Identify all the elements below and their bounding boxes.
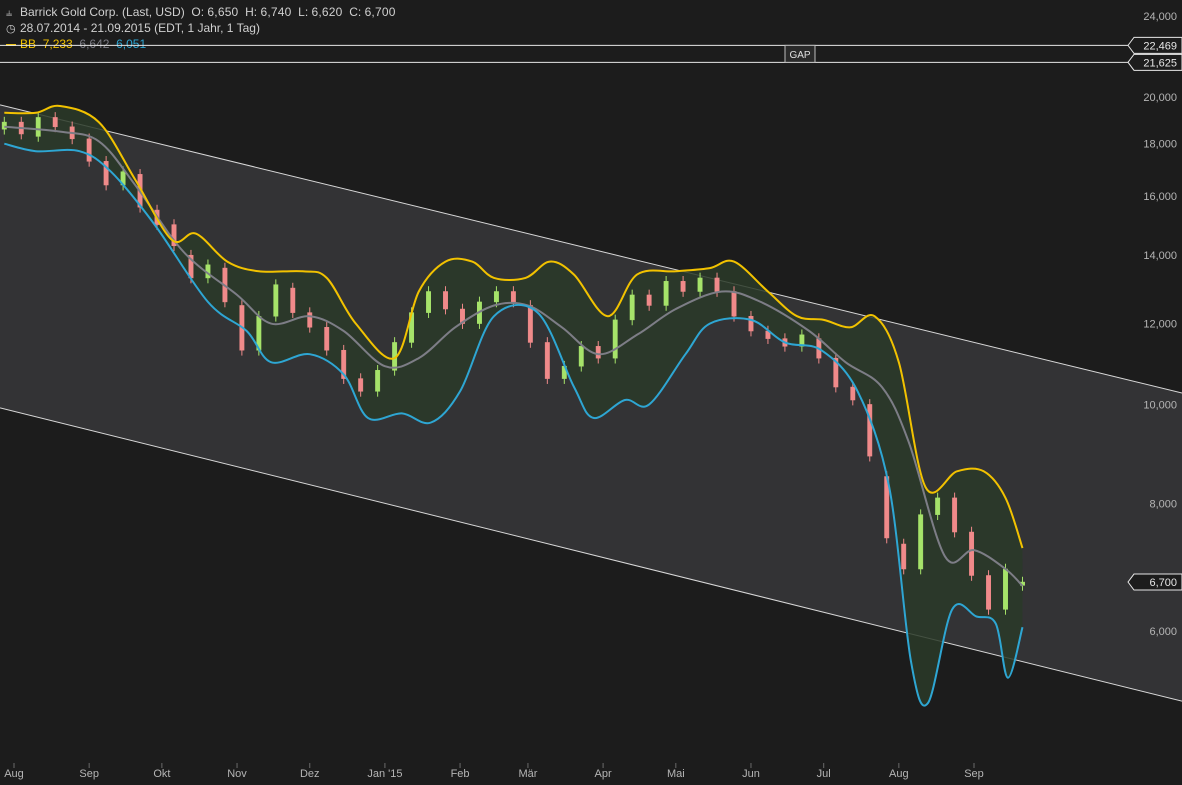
y-tick-label-6: 18,000 [1143,139,1177,151]
candle-43 [732,291,736,316]
y-tick-label-5: 16,000 [1143,191,1177,203]
x-tick-label-10: Jun [742,768,760,780]
candle-50 [851,387,855,400]
candle-19 [325,327,329,350]
resistance-label-2: 21,625 [1128,54,1182,70]
candle-40 [681,281,685,291]
candle-30 [511,291,515,301]
candle-31 [528,305,532,342]
candle-5 [87,139,91,161]
candle-22 [375,370,379,391]
candle-2 [36,117,40,136]
candle-55 [935,498,939,515]
candle-38 [647,295,651,306]
candle-26 [443,291,447,309]
y-tick-label-0: 6,000 [1149,626,1177,638]
svg-text:22,469: 22,469 [1143,40,1177,52]
x-tick-label-3: Nov [227,768,247,780]
y-tick-label-3: 12,000 [1143,319,1177,331]
candle-16 [274,285,278,317]
x-tick-label-8: Apr [595,768,612,780]
candle-54 [918,515,922,569]
candle-3 [53,117,57,126]
x-tick-label-12: Aug [889,768,909,780]
svg-text:21,625: 21,625 [1143,57,1177,69]
x-tick-label-9: Mai [667,768,685,780]
x-tick-label-4: Dez [300,768,320,780]
gap-label: GAP [789,50,810,61]
candle-58 [986,575,990,609]
x-tick-label-6: Feb [451,768,470,780]
candle-53 [901,544,905,569]
candle-17 [291,288,295,313]
candle-59 [1003,569,1007,609]
y-tick-label-8: 24,000 [1143,11,1177,23]
y-tick-label-4: 14,000 [1143,250,1177,262]
x-tick-label-11: Jul [817,768,831,780]
candle-39 [664,281,668,305]
x-tick-label-1: Sep [79,768,99,780]
x-tick-label-5: Jan '15 [367,768,402,780]
candle-51 [868,404,872,456]
candle-18 [308,313,312,328]
candle-0 [2,122,6,129]
y-tick-label-7: 20,000 [1143,92,1177,104]
candle-42 [715,278,719,292]
candle-37 [630,295,634,320]
candle-34 [579,346,583,366]
candle-44 [749,316,753,331]
svg-text:6,700: 6,700 [1149,577,1177,589]
x-tick-label-0: Aug [4,768,24,780]
last-price-label: 6,700 [1128,574,1182,590]
candle-35 [596,346,600,358]
candle-57 [969,532,973,575]
candle-29 [494,291,498,301]
x-tick-label-7: Mär [518,768,537,780]
resistance-label-1: 22,469 [1128,37,1182,53]
y-tick-label-2: 10,000 [1143,399,1177,411]
y-tick-label-1: 8,000 [1149,498,1177,510]
candle-56 [952,498,956,532]
candle-25 [426,291,430,312]
candle-21 [358,379,362,392]
candle-32 [545,342,549,378]
x-tick-label-13: Sep [964,768,984,780]
candle-41 [698,278,702,292]
candle-36 [613,320,617,358]
x-tick-label-2: Okt [153,768,170,780]
